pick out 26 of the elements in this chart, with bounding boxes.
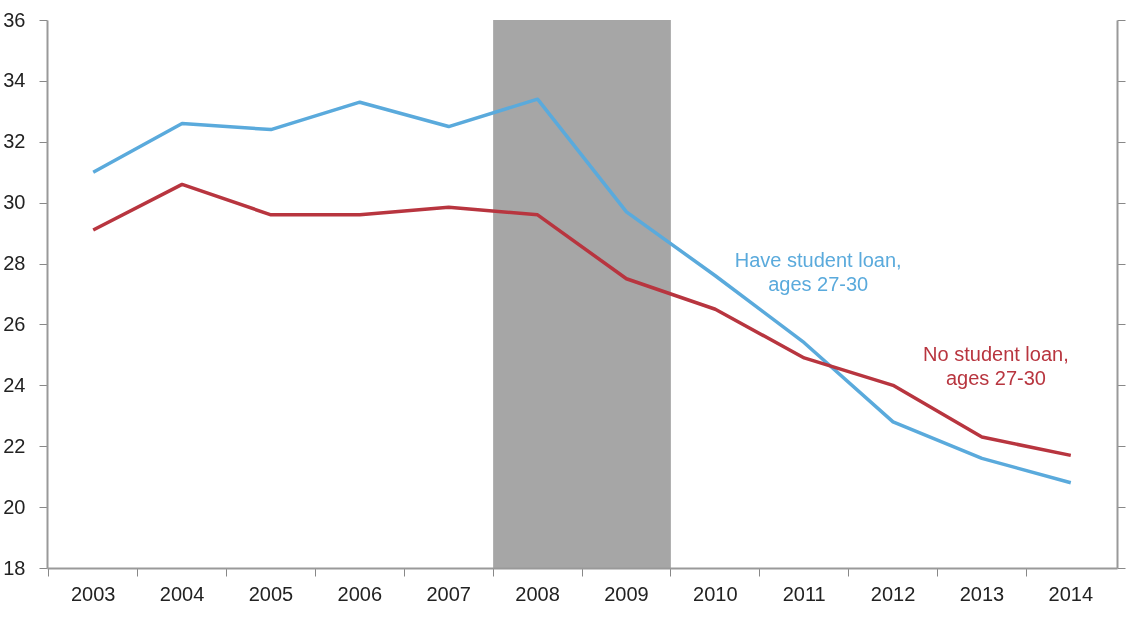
x-tick-label: 2006	[337, 582, 383, 605]
series-label: No student loan, ages 27-30	[923, 343, 1069, 390]
y-tick-label: 18	[3, 556, 26, 579]
y-tick-label: 32	[3, 130, 26, 153]
x-tick-label: 2010	[693, 582, 738, 605]
line-series	[91, 182, 1073, 458]
x-tick-label: 2009	[604, 582, 649, 605]
y-tick-label: 28	[3, 252, 26, 275]
x-tick-label: 2007	[426, 582, 471, 605]
y-tick-label: 24	[3, 373, 26, 396]
y-tick-label: 26	[3, 312, 26, 335]
y-tick-label: 30	[3, 191, 26, 214]
x-tick-label: 2004	[159, 582, 205, 605]
x-tick-label: 2008	[515, 582, 560, 605]
x-tick-label: 2013	[959, 582, 1005, 605]
x-tick-label: 2003	[70, 582, 116, 605]
series-label: Have student loan, ages 27-30	[734, 248, 902, 295]
x-tick-label: 2012	[870, 582, 916, 605]
line-series	[91, 97, 1073, 485]
y-tick-label: 34	[3, 69, 26, 92]
x-tick-label: 2005	[248, 582, 294, 605]
y-tick-label: 20	[3, 495, 26, 518]
x-tick-label: 2011	[782, 582, 826, 605]
x-tick-label: 2014	[1048, 582, 1094, 605]
y-tick-label: 36	[3, 8, 26, 31]
y-tick-label: 22	[3, 434, 26, 457]
